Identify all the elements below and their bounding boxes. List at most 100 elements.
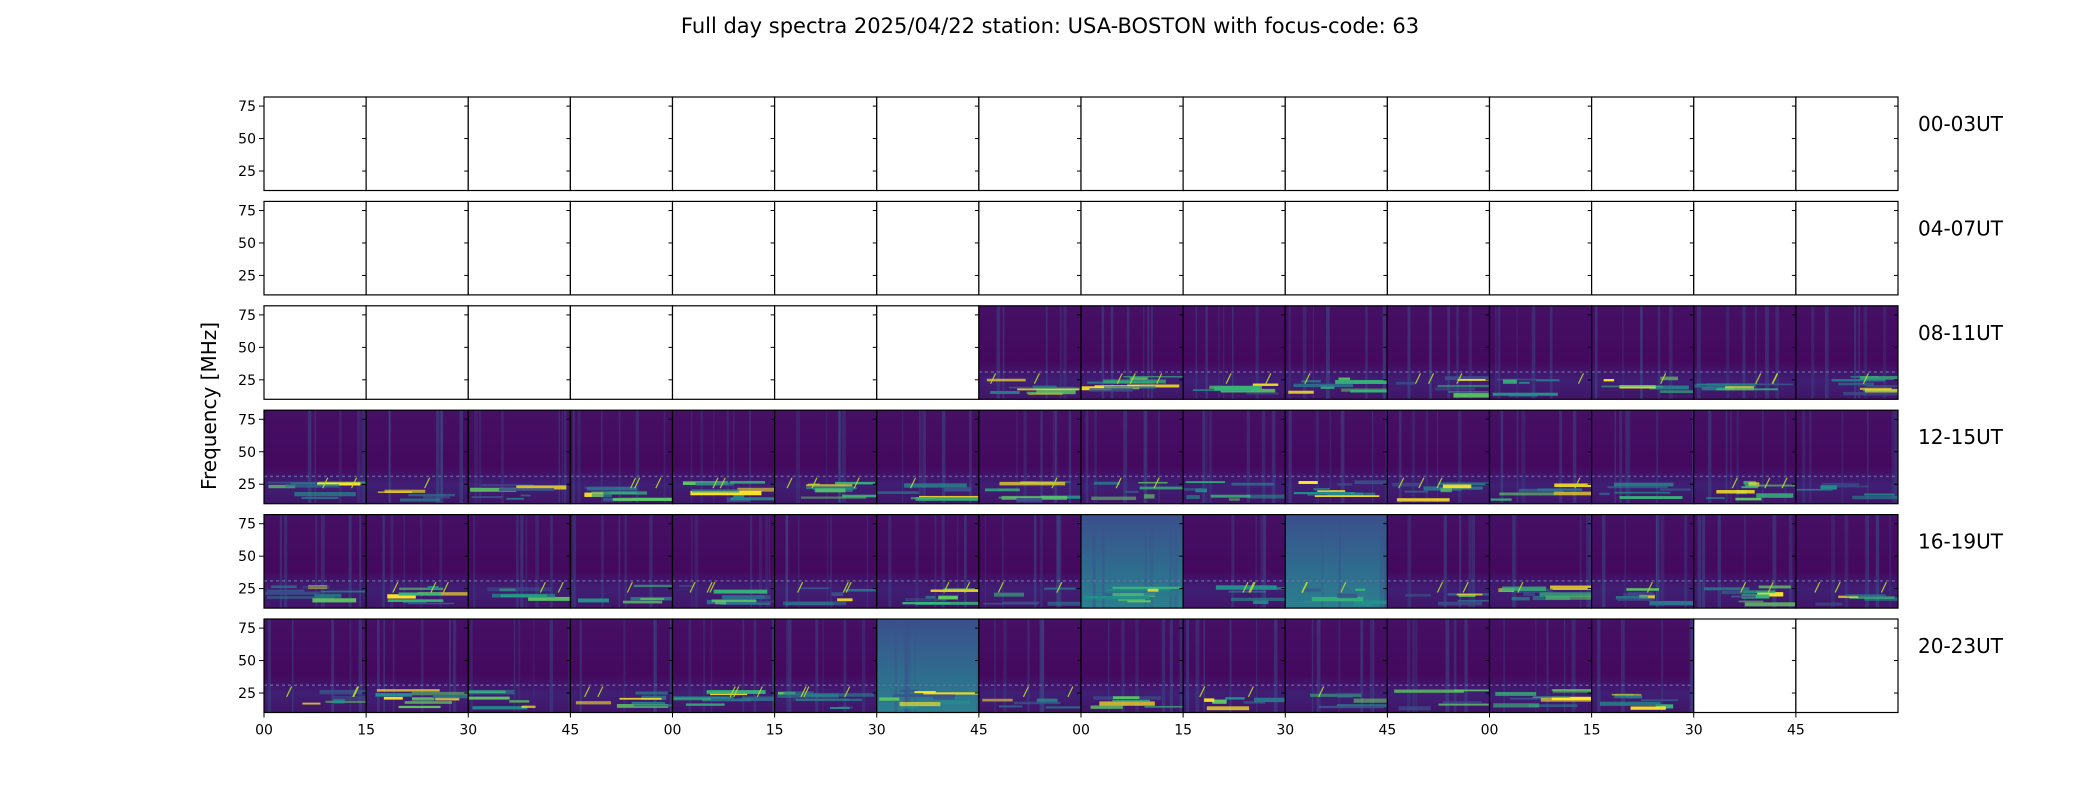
spectrogram-panel (978, 200, 1082, 296)
burst-stroke (1517, 581, 1524, 593)
spectrogram-stripe (315, 514, 318, 609)
emission-streak (528, 596, 571, 601)
spectrogram-stripe (1085, 410, 1089, 504)
spectrogram-stripe (964, 514, 967, 609)
spectrogram-panel (467, 513, 571, 609)
emission-streak (1124, 490, 1139, 493)
emission-streak (516, 485, 567, 490)
spectrogram-stripe (377, 619, 380, 713)
spectrogram-stripe (826, 514, 829, 609)
spectrogram-stripe (1655, 514, 1660, 609)
spectrogram-stripe (1379, 514, 1383, 609)
emission-streak (423, 496, 451, 499)
emission-streak (1231, 597, 1286, 602)
emission-streak (1246, 392, 1279, 395)
spectrogram-stripe (1092, 514, 1096, 609)
burst-stroke (803, 686, 810, 698)
spectrogram-stripe (601, 514, 604, 609)
spectrogram-stripe (349, 619, 352, 713)
burst-stroke (557, 581, 564, 593)
spectrogram-stripe (1619, 410, 1623, 504)
spectrogram-stripe (923, 410, 927, 504)
burst-stroke (997, 581, 1004, 593)
spectrogram-panel (569, 618, 674, 714)
spectrogram-stripe (1684, 514, 1688, 609)
spectrogram-panel (1795, 409, 1899, 505)
spectrogram-stripe (348, 514, 352, 609)
burst-stroke (1318, 686, 1325, 698)
spectrogram-stripe (1497, 305, 1500, 400)
spectrogram-stripe (653, 619, 658, 713)
spectrogram-panel (365, 200, 469, 296)
burst-stroke (990, 373, 997, 384)
spectrogram-panel (978, 96, 1082, 192)
emission-streak (480, 484, 533, 487)
spectrogram-panel (774, 96, 878, 192)
spectrogram-stripe (1535, 619, 1537, 713)
spectrogram-stripe (1614, 410, 1617, 504)
spectrogram-stripe (1027, 619, 1030, 713)
burst-stroke (1033, 373, 1040, 384)
spectrogram-stripe (861, 619, 866, 713)
spectrogram-stripe (888, 514, 892, 609)
spectrogram-background (978, 410, 1081, 504)
emission-streak (1864, 597, 1898, 601)
burst-stroke (1834, 581, 1841, 593)
spectrogram-stripe (1041, 619, 1044, 713)
emission-streak (842, 494, 877, 498)
spectrogram-stripe (1697, 514, 1702, 609)
spectrogram-stripe (579, 619, 582, 713)
spectrogram-stripe (1123, 410, 1128, 504)
spectrogram-stripe (1382, 305, 1386, 400)
emission-streak (1139, 486, 1184, 490)
y-tick-label: 75 (238, 412, 256, 428)
spectrogram-stripe (1311, 619, 1314, 713)
spectrogram-stripe (906, 619, 911, 713)
spectrogram-stripe (382, 514, 385, 609)
burst-stroke (630, 477, 637, 489)
emission-streak (1336, 704, 1388, 708)
spectrogram-stripe (1453, 619, 1457, 713)
emission-streak (1748, 482, 1760, 487)
emission-streak (940, 700, 971, 705)
spectrogram-stripe (843, 410, 846, 504)
spectrogram-stripe (1101, 514, 1105, 609)
spectrogram-stripe (994, 619, 996, 713)
emission-streak (1091, 496, 1137, 501)
spectrogram-stripe (420, 619, 424, 713)
spectrogram-stripe (358, 619, 363, 713)
emission-streak (1716, 490, 1755, 494)
emission-streak (1084, 595, 1150, 599)
spectrogram-stripe (359, 514, 362, 609)
spectrogram-panel (1284, 618, 1388, 714)
spectrogram-stripe (1624, 514, 1627, 609)
spectrogram-stripe (1891, 410, 1895, 504)
emission-streak (1435, 387, 1476, 391)
spectrogram-stripe (1415, 619, 1418, 713)
emission-streak (1615, 596, 1649, 600)
emission-streak (1225, 697, 1245, 700)
burst-stroke (842, 581, 849, 593)
spectrogram-stripe (1203, 619, 1206, 713)
emission-streak (795, 698, 862, 702)
burst-stroke (1814, 581, 1821, 593)
emission-streak (1630, 706, 1666, 710)
spectrogram-stripe (549, 619, 554, 713)
spectrogram-stripe (363, 619, 365, 713)
spectrogram-stripe (1772, 514, 1777, 609)
emission-streak (837, 598, 853, 602)
spectrogram-stripe (459, 410, 463, 504)
burst-stroke (943, 581, 950, 593)
empty-panel-background (1795, 201, 1898, 295)
emission-streak (741, 696, 775, 701)
emission-streak (432, 694, 469, 699)
spectrogram-stripe (1055, 514, 1060, 609)
emission-streak (1838, 382, 1875, 386)
y-axis-label: Frequency [MHz] (197, 322, 221, 490)
spectrogram-background (570, 514, 673, 609)
spectrogram-stripe (1425, 410, 1429, 504)
emission-streak (1706, 497, 1725, 500)
burst-stroke (1436, 581, 1443, 593)
emission-streak (468, 690, 506, 694)
burst-stroke (1115, 477, 1122, 489)
